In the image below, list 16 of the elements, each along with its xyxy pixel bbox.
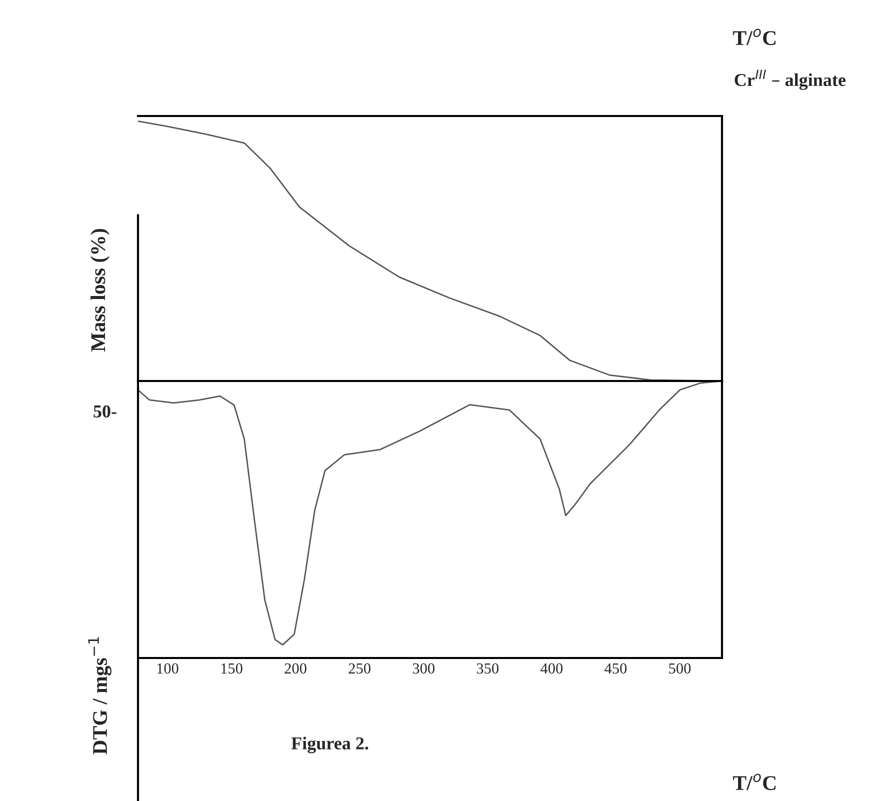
text: Cr$^{III}$ – alginate (734, 70, 846, 90)
text: 50- (94, 405, 116, 418)
text: T/$^{o}$C (733, 28, 776, 46)
x-axis-title: T/$^{o}$C (733, 774, 776, 790)
x-tick-label: 250 (348, 663, 370, 674)
x-tick-label: 200 (284, 663, 306, 674)
x-tick-label: 500 (669, 663, 691, 674)
x-tick-label: 150 (221, 663, 242, 674)
x-tick-label: 400 (540, 663, 563, 674)
x-tick-label: 450 (604, 663, 627, 674)
x-tick-label: 100 (157, 663, 178, 674)
x-tick-label: 350 (476, 663, 499, 674)
x-tick-label: 300 (412, 663, 434, 674)
y-axis-title: DTG / mgs$^{−1}$ (88, 637, 112, 754)
text: Figurea 2. (291, 736, 368, 754)
y-axis-title: Mass loss (%) (90, 228, 110, 352)
